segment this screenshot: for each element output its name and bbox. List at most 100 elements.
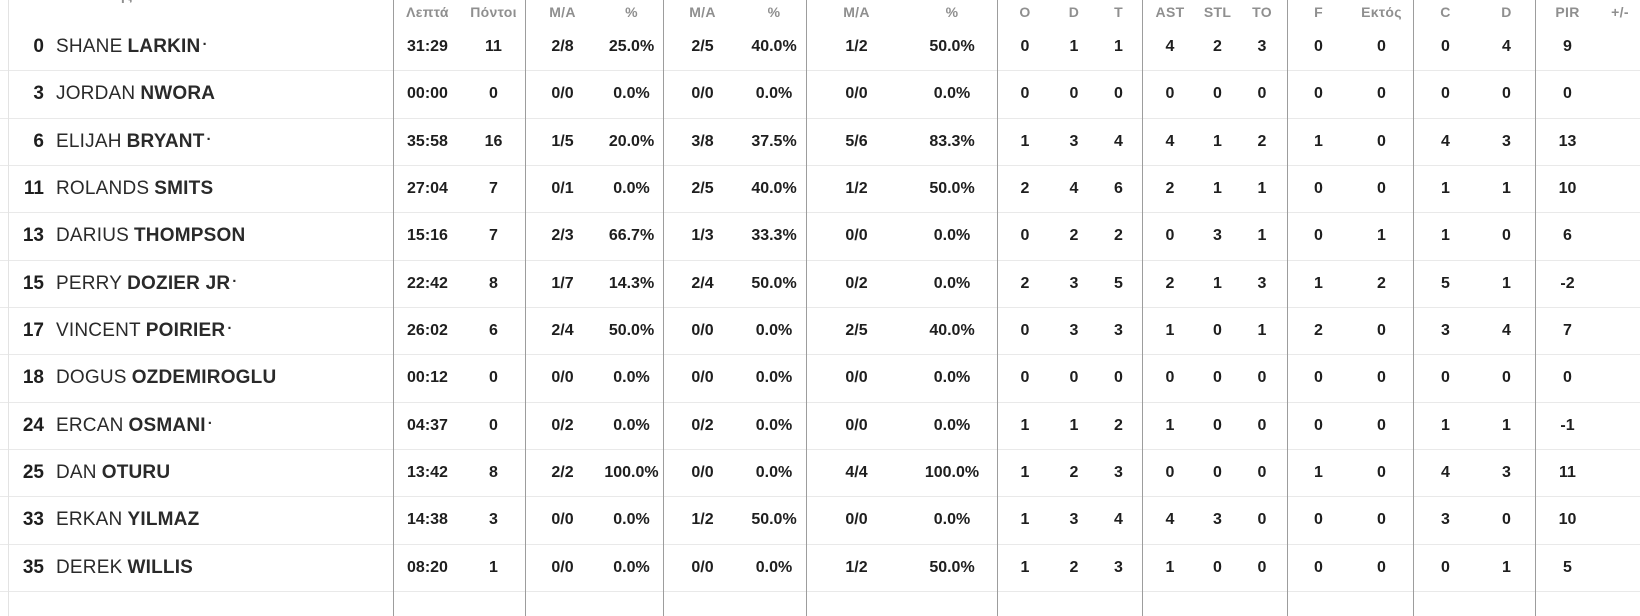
2pt-percent-cell: 14.3%: [608, 274, 655, 292]
turnovers-cell: 0: [1257, 558, 1267, 576]
turnovers-cell: 0: [1257, 85, 1267, 103]
player-cell[interactable]: 13 DARIUS THOMPSON: [0, 225, 393, 247]
pir-cell: 7: [1563, 322, 1572, 340]
table-row[interactable]: 25 DAN OTURU 13:42 8 2/2 100.0% 0/0 0.0% …: [0, 450, 1640, 498]
ft-made-attempted-cell: 0/2: [845, 274, 868, 292]
3pt-percent-cell: 0.0%: [755, 85, 793, 103]
table-row[interactable]: 33 ERKAN YILMAZ 14:38 3 0/0 0.0% 1/2 50.0…: [0, 497, 1640, 545]
points-cell: 8: [489, 274, 498, 292]
player-cell[interactable]: 25 DAN OTURU: [0, 462, 393, 484]
player-number: 11: [23, 178, 44, 200]
fouls-committed-cell: 0: [1314, 558, 1323, 576]
table-row[interactable]: 15 PERRY DOZIER JR · 22:42 8 1/7 14.3% 2/4…: [0, 261, 1640, 308]
column-divider: [1413, 0, 1414, 616]
points-cell: 0: [489, 85, 498, 103]
player-cell[interactable]: 17 VINCENT POIRIER ·: [0, 320, 393, 342]
assists-cell: 0: [1165, 369, 1175, 387]
assists-cell: 2: [1165, 274, 1175, 292]
2pt-percent-cell: 0.0%: [613, 416, 650, 434]
player-number: 18: [22, 367, 44, 389]
table-row[interactable]: 13 DARIUS THOMPSON 15:16 7 2/3 66.7% 1/3 …: [0, 213, 1640, 261]
rebounds-offensive-cell: 0: [1020, 38, 1030, 56]
2pt-percent-cell: 0.0%: [613, 180, 650, 198]
fouls-drawn-cell: 0: [1377, 369, 1386, 387]
rebounds-defensive-cell: 3: [1069, 322, 1079, 340]
header-assists: AST: [1155, 4, 1185, 20]
ft-made-attempted-cell: 0/0: [845, 369, 868, 387]
assists-cell: 2: [1165, 180, 1175, 198]
steals-cell: 0: [1213, 464, 1222, 482]
player-cell[interactable]: 24 ERCAN OSMANI ·: [0, 415, 393, 437]
player-last-name: LARKIN: [127, 36, 201, 58]
table-row[interactable]: 0 SHANE LARKIN · 31:29 11 2/8 25.0% 2/5 40…: [0, 24, 1640, 72]
player-last-name: BRYANT: [126, 130, 205, 152]
starter-dot: ·: [207, 414, 213, 432]
player-number: 0: [33, 36, 44, 58]
player-cell[interactable]: 33 ERKAN YILMAZ: [0, 509, 393, 531]
table-row[interactable]: 18 DOGUS OZDEMIROGLU 00:12 0 0/0 0.0% 0/0…: [0, 355, 1640, 403]
rebounds-offensive-cell: 1: [1020, 416, 1030, 434]
player-first-name: ELIJAH: [56, 130, 122, 152]
fouls-committed-cell: 0: [1314, 227, 1323, 245]
player-name: DEREK WILLIS: [56, 557, 195, 579]
table-row[interactable]: 24 ERCAN OSMANI · 04:37 0 0/2 0.0% 0/2 0.0…: [0, 403, 1640, 450]
ft-made-attempted-cell: 5/6: [845, 132, 868, 150]
3pt-made-attempted-cell: 2/4: [691, 274, 714, 292]
table-row[interactable]: 35 DEREK WILLIS 08:20 1 0/0 0.0% 0/0 0.0%…: [0, 545, 1640, 592]
rebounds-total-cell: 2: [1114, 227, 1123, 245]
player-number: 15: [22, 272, 44, 294]
blocks-received-cell: 3: [1502, 464, 1511, 482]
blocks-committed-cell: 3: [1441, 511, 1450, 529]
header-fouls-committed: F: [1314, 4, 1323, 20]
table-row[interactable]: 6 ELIJAH BRYANT · 35:58 16 1/5 20.0% 3/8 3…: [0, 119, 1640, 166]
3pt-percent-cell: 0.0%: [755, 369, 793, 387]
3pt-made-attempted-cell: 1/3: [691, 227, 714, 245]
column-divider: [1142, 0, 1143, 616]
2pt-percent-cell: 0.0%: [613, 85, 650, 103]
player-cell[interactable]: 0 SHANE LARKIN ·: [0, 36, 393, 58]
fouls-committed-cell: 1: [1314, 464, 1323, 482]
minutes-cell: 14:38: [407, 511, 448, 529]
steals-cell: 0: [1213, 558, 1222, 576]
header-steals: STL: [1203, 4, 1232, 20]
player-first-name: SHANE: [56, 36, 123, 58]
header-2pt-percent: %: [625, 4, 638, 20]
2pt-percent-cell: 25.0%: [608, 38, 655, 56]
rebounds-offensive-cell: 0: [1020, 85, 1030, 103]
player-cell[interactable]: 11 ROLANDS SMITS: [0, 178, 393, 200]
pir-cell: 6: [1563, 227, 1572, 245]
2pt-made-attempted-cell: 0/0: [551, 369, 574, 387]
2pt-made-attempted-cell: 0/0: [551, 511, 574, 529]
2pt-percent-cell: 0.0%: [613, 511, 650, 529]
ft-percent-cell: 0.0%: [933, 85, 971, 103]
table-row[interactable]: 3 JORDAN NWORA 00:00 0 0/0 0.0% 0/0 0.0% …: [0, 71, 1640, 119]
rebounds-offensive-cell: 1: [1020, 132, 1030, 150]
player-first-name: JORDAN: [56, 83, 136, 105]
starter-dot: ·: [232, 272, 238, 290]
ft-percent-cell: 0.0%: [933, 227, 971, 245]
blocks-received-cell: 1: [1502, 180, 1511, 198]
header-rebounds-offensive: O: [1019, 4, 1031, 20]
table-row[interactable]: 17 VINCENT POIRIER · 26:02 6 2/4 50.0% 0/0…: [0, 308, 1640, 356]
player-cell[interactable]: 15 PERRY DOZIER JR ·: [0, 273, 393, 295]
table-row[interactable]: 11 ROLANDS SMITS 27:04 7 0/1 0.0% 2/5 40.…: [0, 166, 1640, 214]
header-plus-minus: +/-: [1611, 4, 1629, 20]
3pt-made-attempted-cell: 0/0: [691, 369, 714, 387]
player-number: 6: [33, 130, 44, 152]
player-cell[interactable]: 35 DEREK WILLIS: [0, 557, 393, 579]
assists-cell: 4: [1165, 132, 1175, 150]
rebounds-offensive-cell: 1: [1020, 558, 1030, 576]
rebounds-defensive-cell: 0: [1069, 369, 1079, 387]
player-cell[interactable]: 6 ELIJAH BRYANT ·: [0, 131, 393, 153]
assists-cell: 0: [1165, 227, 1175, 245]
player-cell[interactable]: 3 JORDAN NWORA: [0, 83, 393, 105]
player-cell[interactable]: 18 DOGUS OZDEMIROGLU: [0, 367, 393, 389]
pir-cell: 13: [1558, 132, 1577, 150]
2pt-percent-cell: 0.0%: [613, 558, 650, 576]
pir-cell: 10: [1558, 180, 1577, 198]
3pt-percent-cell: 40.0%: [751, 180, 797, 198]
rebounds-offensive-cell: 1: [1020, 464, 1030, 482]
steals-cell: 0: [1213, 369, 1222, 387]
steals-cell: 0: [1213, 416, 1222, 434]
column-divider: [663, 0, 664, 616]
